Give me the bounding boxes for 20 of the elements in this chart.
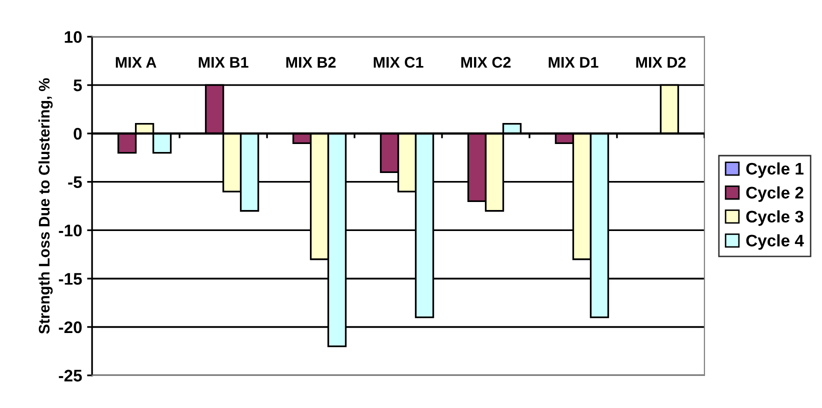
y-tick-label: -15	[58, 273, 82, 285]
x-tick-label: MIX C1	[374, 56, 424, 68]
x-tick-label: MIX B1	[198, 57, 248, 68]
x-tick-label: MIX D2	[636, 56, 686, 68]
y-tick-label: -25	[58, 370, 82, 382]
legend-label: Cycle 2	[746, 186, 804, 202]
x-tick-label: MIX B2	[286, 56, 336, 68]
x-tick-label: MIX A	[116, 57, 156, 68]
y-tick-label: -5	[68, 176, 82, 188]
y-axis-title: Strength Loss Due to Clustering, %	[38, 78, 53, 334]
legend-label: Cycle 3	[746, 210, 804, 226]
y-tick-label: 10	[64, 31, 82, 43]
y-tick-label: -10	[58, 224, 82, 236]
x-tick-label: MIX D1	[548, 57, 598, 68]
x-tick-label: MIX C2	[461, 56, 511, 68]
y-tick-label: 5	[74, 80, 82, 92]
y-tick-label: -20	[58, 321, 82, 334]
legend-label: Cycle 4	[746, 234, 804, 250]
legend-label: Cycle 1	[746, 162, 804, 178]
y-tick-label: 0	[74, 128, 82, 140]
